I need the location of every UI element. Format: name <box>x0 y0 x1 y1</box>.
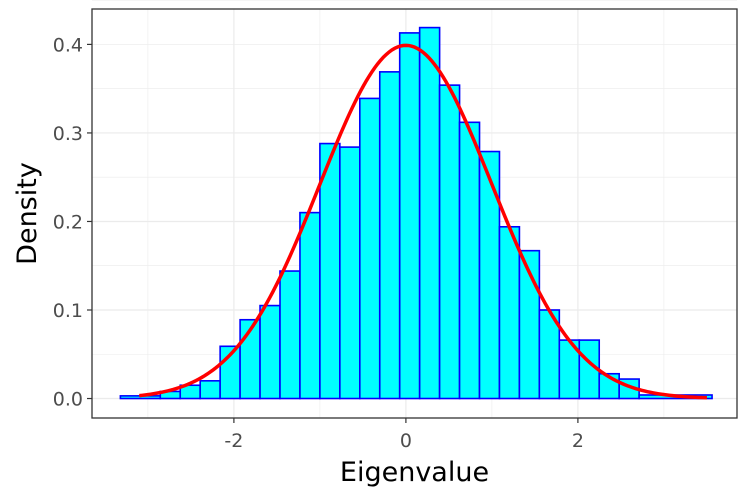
histogram-bar <box>279 270 301 400</box>
y-tick-label: 0.1 <box>53 300 83 322</box>
y-axis-title: Density <box>12 162 43 265</box>
histogram-bar <box>498 225 521 400</box>
histogram-bar <box>418 26 441 400</box>
x-axis-title: Eigenvalue <box>340 457 489 488</box>
histogram-bar <box>199 380 221 400</box>
histogram-bar <box>378 71 401 400</box>
histogram-bar <box>458 121 481 400</box>
x-tick-label: 2 <box>572 430 584 452</box>
histogram-bar <box>299 211 321 400</box>
x-tick-label: 0 <box>400 430 412 452</box>
y-axis-ticks: 0.0 0.1 0.2 0.3 0.4 <box>53 34 92 411</box>
histogram-bar <box>438 84 461 400</box>
histogram-bar <box>398 32 421 400</box>
y-tick-label: 0.3 <box>53 123 83 145</box>
x-axis-ticks: -2 0 2 <box>224 418 584 452</box>
histogram-bar <box>478 150 501 400</box>
histogram-bar <box>339 146 361 400</box>
plot-panel-border <box>91 8 738 419</box>
x-tick-label: -2 <box>224 430 243 452</box>
histogram-bar <box>359 97 381 400</box>
y-tick-label: 0.4 <box>53 34 83 56</box>
y-tick-label: 0.0 <box>53 389 83 411</box>
histogram-bar <box>319 142 341 400</box>
histogram-bars <box>119 26 713 400</box>
normal-density-curve <box>139 43 707 400</box>
y-tick-label: 0.2 <box>53 211 83 233</box>
histogram-bar <box>259 304 281 400</box>
